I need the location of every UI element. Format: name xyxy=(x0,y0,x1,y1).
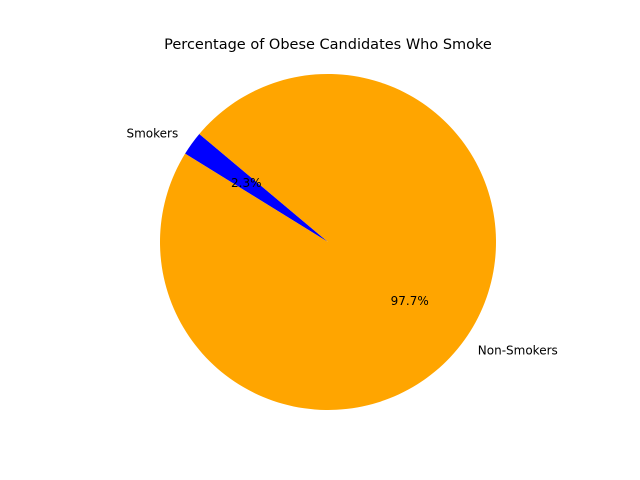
pie-slice-smokers xyxy=(185,134,328,242)
pie-labels: Smokers 2.3% Non-Smokers 97.7% xyxy=(126,127,557,358)
slice-percent-non-smokers: 97.7% xyxy=(391,294,429,308)
pie-slice-non-smokers xyxy=(159,74,496,411)
chart-title: Percentage of Obese Candidates Who Smoke xyxy=(164,37,492,53)
slice-label-non-smokers: Non-Smokers xyxy=(478,343,558,357)
slice-label-smokers: Smokers xyxy=(126,127,178,141)
slice-percent-smokers: 2.3% xyxy=(231,176,262,190)
pie-slices xyxy=(159,74,496,411)
